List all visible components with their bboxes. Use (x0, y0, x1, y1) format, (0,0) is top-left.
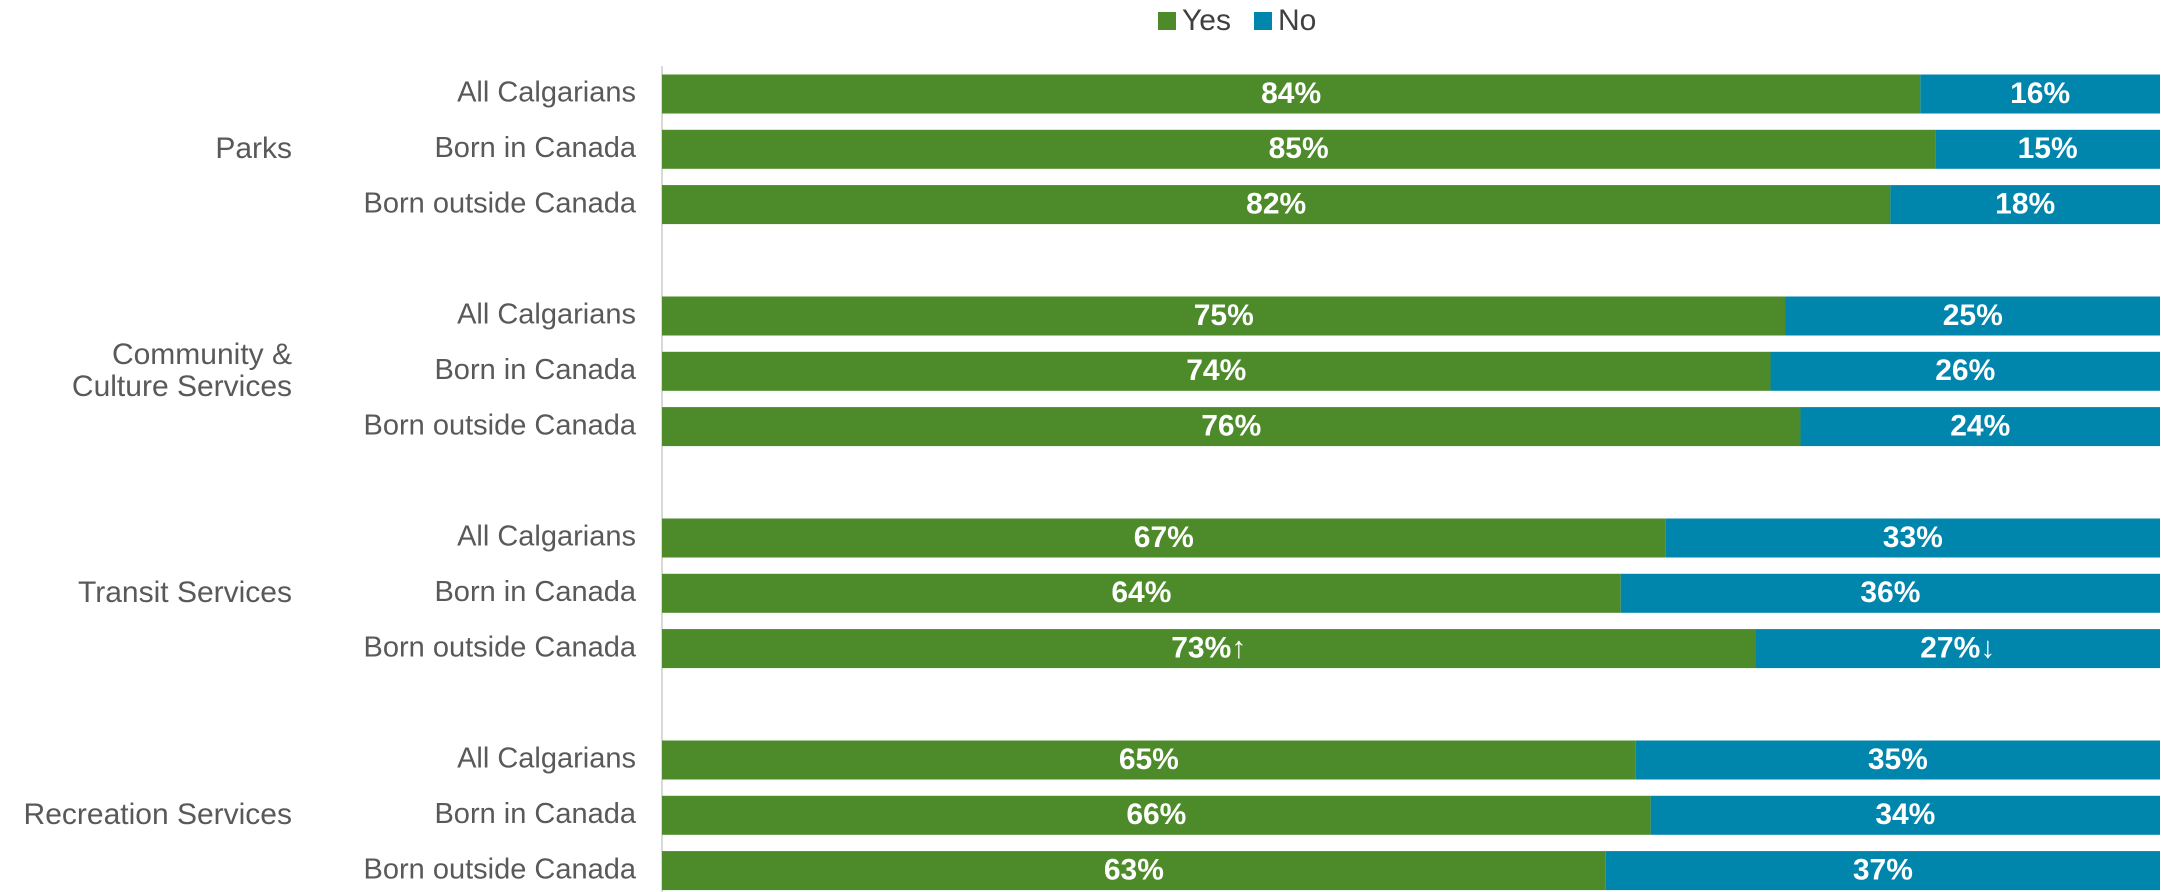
category-label: All Calgarians (457, 299, 636, 331)
category-label: Born in Canada (434, 354, 636, 386)
bar-segment (1755, 629, 2160, 669)
bar-segment (662, 740, 1636, 780)
category-label: Born outside Canada (364, 187, 637, 219)
value-label: 67% (1134, 521, 1194, 554)
value-label: 74% (1186, 354, 1246, 387)
value-label: 84% (1261, 77, 1321, 110)
value-label: 16% (2010, 77, 2070, 110)
value-label: 36% (1860, 576, 1920, 609)
value-label: 35% (1868, 743, 1928, 776)
bar-segment (662, 185, 1891, 225)
category-label: All Calgarians (457, 77, 636, 109)
value-label: 75% (1194, 299, 1254, 332)
bar-segment (1800, 407, 2160, 447)
category-label: All Calgarians (457, 743, 636, 775)
bar-segment (1605, 851, 2160, 891)
value-label: 25% (1943, 299, 2003, 332)
group-label: Community & Culture Services (71, 338, 292, 404)
group-label: Transit Services (78, 576, 292, 610)
category-label: Born in Canada (434, 132, 636, 164)
legend-swatch (1254, 12, 1272, 30)
group-label: Parks (215, 132, 292, 166)
group-label: Recreation Services (23, 798, 292, 832)
bar-segment (662, 129, 1936, 169)
category-label: Born outside Canada (364, 631, 637, 663)
bar-segment (662, 795, 1651, 835)
category-label: Born outside Canada (364, 409, 637, 441)
bar-segment (1890, 185, 2160, 225)
bar-segment (1650, 795, 2160, 835)
bar-segment (662, 518, 1666, 558)
category-label: Born outside Canada (364, 853, 637, 885)
bar-segment (662, 573, 1621, 613)
bar-segment (662, 296, 1786, 336)
value-label: 27%↓ (1920, 632, 1995, 665)
value-label: 26% (1935, 354, 1995, 387)
value-label: 24% (1950, 410, 2010, 443)
bar-segment (1785, 296, 2160, 336)
value-label: 85% (1269, 132, 1329, 165)
bar-segment (1920, 74, 2160, 114)
value-label: 76% (1201, 410, 1261, 443)
bar-segment (662, 407, 1801, 447)
category-label: Born in Canada (434, 798, 636, 830)
bar-segment (1665, 518, 2160, 558)
category-label: Born in Canada (434, 576, 636, 608)
value-label: 33% (1883, 521, 1943, 554)
bar-segment (1620, 573, 2160, 613)
value-label: 64% (1111, 576, 1171, 609)
legend-label: No (1278, 4, 1316, 37)
value-label: 65% (1119, 743, 1179, 776)
value-label: 73%↑ (1171, 632, 1246, 665)
value-label: 63% (1104, 854, 1164, 887)
value-label: 66% (1126, 798, 1186, 831)
value-label: 34% (1875, 798, 1935, 831)
value-label: 18% (1995, 188, 2055, 221)
bar-segment (1635, 740, 2160, 780)
value-label: 15% (2018, 132, 2078, 165)
legend-label: Yes (1182, 4, 1231, 37)
legend-swatch (1158, 12, 1176, 30)
bar-segment (662, 629, 1756, 669)
value-label: 82% (1246, 188, 1306, 221)
bar-segment (1770, 351, 2160, 391)
bar-segment (662, 351, 1771, 391)
value-label: 37% (1853, 854, 1913, 887)
bar-segment (1935, 129, 2160, 169)
bar-segment (662, 851, 1606, 891)
bar-segment (662, 74, 1921, 114)
category-label: All Calgarians (457, 521, 636, 553)
